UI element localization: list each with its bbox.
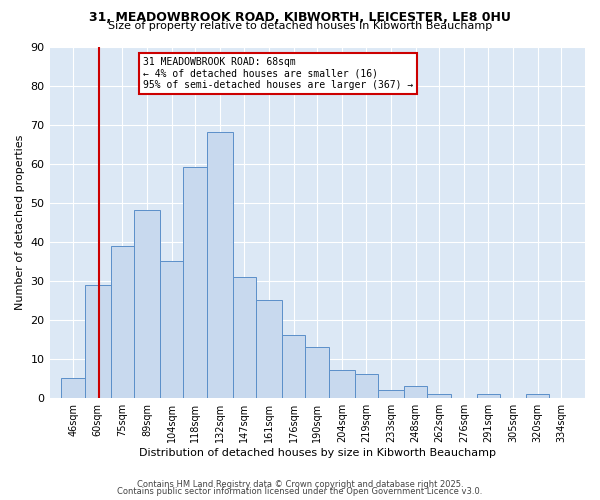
Bar [329, 370, 355, 398]
Bar [134, 210, 160, 398]
Bar [526, 394, 550, 398]
Bar [281, 336, 305, 398]
Bar [184, 168, 207, 398]
Bar [476, 394, 500, 398]
Text: Contains HM Land Registry data © Crown copyright and database right 2025.: Contains HM Land Registry data © Crown c… [137, 480, 463, 489]
Bar [427, 394, 451, 398]
X-axis label: Distribution of detached houses by size in Kibworth Beauchamp: Distribution of detached houses by size … [139, 448, 496, 458]
Bar [110, 246, 134, 398]
Bar [160, 261, 184, 398]
Bar [61, 378, 85, 398]
Text: 31 MEADOWBROOK ROAD: 68sqm
← 4% of detached houses are smaller (16)
95% of semi-: 31 MEADOWBROOK ROAD: 68sqm ← 4% of detac… [143, 57, 413, 90]
Bar [305, 347, 329, 398]
Text: 31, MEADOWBROOK ROAD, KIBWORTH, LEICESTER, LE8 0HU: 31, MEADOWBROOK ROAD, KIBWORTH, LEICESTE… [89, 11, 511, 24]
Bar [404, 386, 427, 398]
Bar [207, 132, 233, 398]
Bar [355, 374, 378, 398]
Text: Contains public sector information licensed under the Open Government Licence v3: Contains public sector information licen… [118, 487, 482, 496]
Bar [378, 390, 404, 398]
Y-axis label: Number of detached properties: Number of detached properties [15, 134, 25, 310]
Bar [256, 300, 281, 398]
Bar [233, 276, 256, 398]
Text: Size of property relative to detached houses in Kibworth Beauchamp: Size of property relative to detached ho… [108, 21, 492, 31]
Bar [85, 284, 110, 398]
